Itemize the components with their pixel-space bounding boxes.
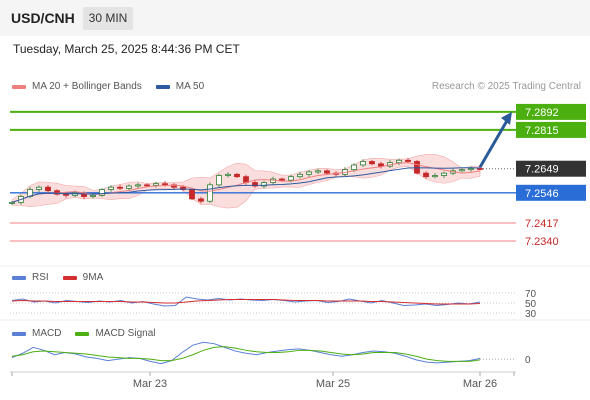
- price-legend: MA 20 + Bollinger Bands MA 50: [12, 81, 204, 92]
- credit-text: Research © 2025 Trading Central: [431, 81, 581, 92]
- timeframe-badge[interactable]: 30 MIN: [83, 7, 133, 30]
- ma50-swatch: [155, 84, 170, 89]
- macd-legend-label: MACD: [32, 328, 62, 339]
- candle-body: [315, 170, 321, 173]
- candle-body: [396, 159, 402, 164]
- overlay-layer: [11, 111, 512, 203]
- candle-body: [54, 190, 60, 195]
- candle-body: [225, 173, 231, 176]
- rsi-legend-label: RSI: [32, 272, 49, 283]
- candle-body: [423, 172, 429, 178]
- candle-body: [90, 194, 96, 197]
- candle-body: [9, 201, 15, 204]
- candle-body: [297, 173, 303, 178]
- candle-body: [306, 171, 312, 175]
- x-tick-label: Mar 25: [316, 378, 350, 390]
- macd-line: [11, 341, 481, 365]
- candle-body: [108, 186, 114, 190]
- candle-body: [279, 178, 285, 181]
- candle-body: [198, 198, 204, 202]
- candle-body: [63, 193, 69, 196]
- candle-body: [207, 184, 213, 202]
- rsi-legend: RSI 9MA: [12, 272, 103, 283]
- candle-body: [369, 161, 375, 165]
- candle-body: [216, 175, 222, 186]
- candle-body: [432, 175, 438, 178]
- macd-layer: 0: [11, 341, 531, 366]
- candle-body: [459, 169, 465, 172]
- candle-body: [189, 189, 195, 200]
- pivot-tag: [516, 184, 586, 201]
- target-tag: [516, 103, 586, 120]
- x-axis: Mar 23 Mar 25 Mar 26: [0, 265, 590, 390]
- candle-body: [162, 183, 168, 186]
- support-label: 7.2340: [525, 236, 559, 248]
- candle-body: [117, 186, 123, 189]
- rsi-swatch: [12, 275, 26, 280]
- candle-body: [126, 185, 132, 189]
- price-labels-layer: 7.2892 7.2815 7.2649 7.2546 7.2417 7.2340: [516, 103, 586, 248]
- price-levels-layer: [10, 110, 516, 242]
- timestamp: Tuesday, March 25, 2025 8:44:36 PM CET: [13, 42, 240, 56]
- candle-body: [441, 172, 447, 176]
- ma50-legend-label: MA 50: [175, 81, 205, 92]
- rsi-ma-swatch: [62, 275, 77, 280]
- rsi-ma-legend-label: 9MA: [82, 272, 104, 283]
- x-tick-label: Mar 26: [463, 378, 497, 390]
- macd-signal-swatch: [75, 331, 90, 336]
- candle-body: [324, 170, 330, 174]
- forecast-arrow-head: [501, 111, 512, 125]
- candle-body: [477, 168, 483, 170]
- ma50-line: [11, 167, 481, 203]
- candle-body: [234, 173, 240, 178]
- macd-swatch: [12, 331, 26, 336]
- x-tick-label: Mar 23: [133, 378, 167, 390]
- candle-body: [378, 163, 384, 167]
- ma20-legend-label: MA 20 + Bollinger Bands: [32, 81, 142, 92]
- ma20-swatch: [12, 84, 26, 89]
- macd-zero-label: 0: [525, 355, 531, 366]
- target-label: 7.2892: [525, 107, 559, 119]
- target-label: 7.2815: [525, 125, 559, 137]
- forecast-arrow-shaft: [478, 118, 510, 169]
- candle-body: [45, 186, 51, 192]
- macd-signal-legend-label: MACD Signal: [95, 328, 156, 339]
- rsi-tick-label: 50: [525, 299, 537, 310]
- support-label: 7.2417: [525, 218, 559, 230]
- macd-signal-line: [11, 346, 481, 362]
- rsi-tick-label: 30: [525, 309, 537, 320]
- candle-body: [99, 189, 105, 196]
- candle-body: [288, 176, 294, 181]
- candle-body: [135, 184, 141, 187]
- candle-body: [468, 168, 474, 171]
- last-price-label: 7.2649: [525, 164, 559, 176]
- target-tag: [516, 121, 586, 138]
- pivot-label: 7.2546: [525, 188, 559, 200]
- rsi-tick-label: 70: [525, 289, 537, 300]
- candle-body: [360, 161, 366, 166]
- candle-body: [36, 186, 42, 190]
- candle-body: [351, 164, 357, 171]
- candle-body: [405, 159, 411, 162]
- currency-pair: USD/CNH: [11, 10, 75, 26]
- rsi-ma-line: [11, 299, 481, 305]
- macd-legend: MACD MACD Signal: [12, 328, 155, 339]
- top-bar: USD/CNH 30 MIN: [0, 0, 590, 36]
- last-price-tag: [516, 160, 586, 177]
- candle-body: [261, 182, 267, 187]
- candle-body: [252, 182, 258, 187]
- candle-body: [144, 184, 150, 187]
- candle-body: [153, 183, 159, 186]
